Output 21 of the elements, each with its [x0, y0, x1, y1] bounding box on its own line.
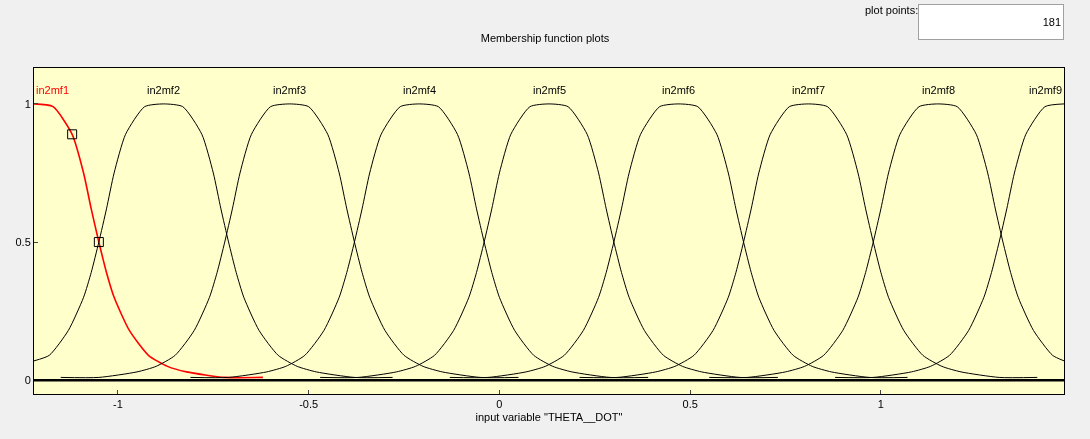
series-label: in2mf4 [403, 84, 437, 96]
series-label: in2mf9 [1029, 84, 1063, 96]
series-label: in2mf5 [533, 84, 567, 96]
x-tick-label: 0.5 [682, 398, 698, 411]
series-label: in2mf6 [662, 84, 696, 96]
x-tick-label: 1 [877, 398, 884, 411]
y-tick-label: 0.5 [15, 235, 31, 248]
y-tick-label: 0 [24, 374, 31, 387]
series-label: in2mf2 [147, 84, 181, 96]
series-label: in2mf3 [273, 84, 307, 96]
series-label: in2mf1 [36, 84, 70, 96]
series-label: in2mf8 [922, 84, 956, 96]
x-axis-title: input variable "THETA__DOT" [475, 411, 623, 424]
text: 181 [1042, 16, 1061, 28]
y-tick-label: 1 [24, 97, 31, 110]
text: plot points: [865, 4, 919, 16]
series-label: in2mf7 [792, 84, 826, 96]
x-tick-label: 0 [496, 398, 503, 411]
x-tick-label: -0.5 [299, 398, 319, 411]
chart-title: Membership function plots [480, 31, 610, 44]
x-tick-label: -1 [113, 398, 123, 411]
